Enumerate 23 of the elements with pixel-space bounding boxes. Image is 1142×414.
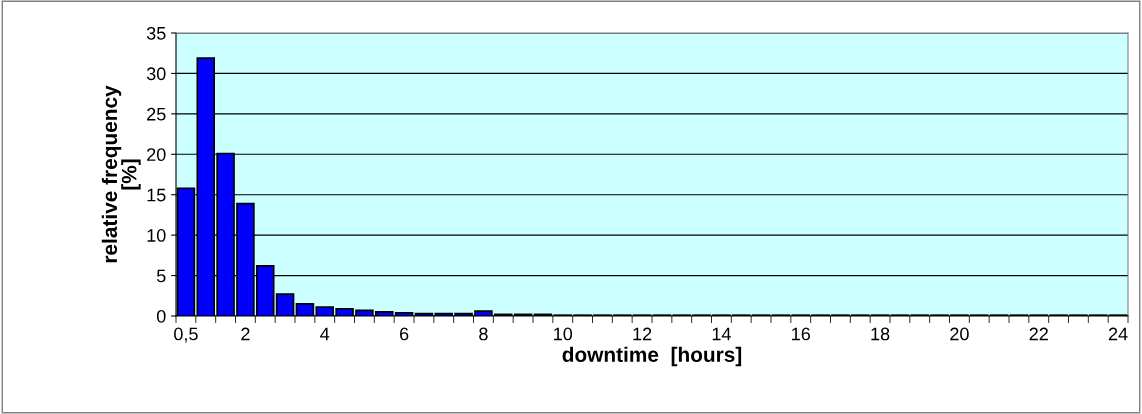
y-tick-label: 0 — [156, 309, 166, 323]
x-tick-label: 4 — [320, 327, 330, 341]
x-tick-label: 24 — [1108, 327, 1128, 341]
y-tick-label: 5 — [156, 269, 166, 283]
x-tick-label: 2 — [241, 327, 250, 341]
x-axis-title: downtime [hours] — [562, 346, 742, 367]
y-tick-label: 25 — [147, 107, 166, 121]
y-tick-label: 15 — [147, 188, 166, 202]
x-tick-label: 12 — [633, 327, 652, 341]
y-axis-title: relative frequency [%] — [101, 85, 141, 263]
x-tick-label: 8 — [479, 327, 488, 341]
y-tick-label: 30 — [146, 67, 166, 81]
x-tick-label: 16 — [792, 327, 810, 341]
y-tick-label: 20 — [147, 148, 166, 162]
y-tick-label: 10 — [147, 229, 166, 242]
x-tick-label: 10 — [554, 327, 573, 341]
x-tick-label: 18 — [871, 327, 890, 341]
x-tick-label: 0,5 — [174, 327, 198, 343]
x-tick-label: 22 — [1029, 327, 1048, 341]
x-tick-label: 14 — [712, 327, 731, 341]
x-tick-label: 20 — [950, 327, 969, 341]
x-tick-label: 6 — [399, 327, 409, 341]
y-tick-label: 35 — [146, 26, 166, 40]
